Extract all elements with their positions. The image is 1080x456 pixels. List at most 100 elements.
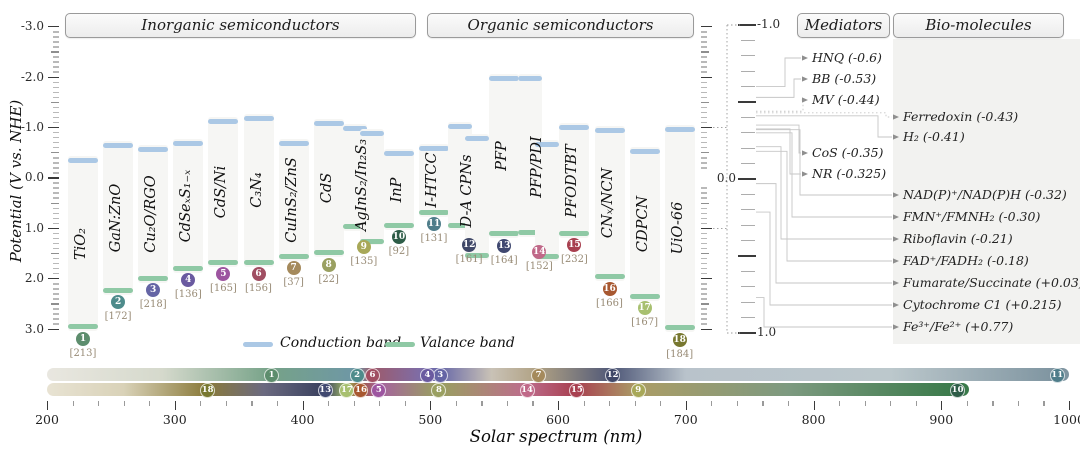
material-column-body — [173, 138, 204, 273]
axis-tick-label: 1.0 — [24, 220, 44, 235]
conduction-band-bar — [313, 121, 344, 127]
spectrum-axis-tick — [762, 401, 764, 406]
axis-tick — [53, 232, 59, 235]
material-reference: [156] — [245, 283, 272, 295]
axis-tick — [701, 328, 712, 330]
material-number-badge: 9 — [356, 239, 371, 254]
axis-tick — [51, 51, 59, 53]
mediator-label: CoS (-0.35) — [812, 145, 884, 160]
axis-tick — [701, 298, 707, 300]
spectrum-marker: 13 — [317, 383, 333, 398]
right-axis-tick — [741, 193, 755, 196]
material-label: C₃N₄ — [248, 172, 265, 209]
axis-tick — [53, 31, 59, 33]
spectrum-axis-tick — [98, 401, 100, 406]
material-column-body — [559, 123, 590, 238]
spectrum-axis-tick — [966, 401, 968, 406]
axis-tick — [53, 131, 59, 134]
axis-tick — [48, 126, 59, 129]
mediators-header: Mediators — [797, 13, 890, 38]
connector-line — [756, 57, 801, 88]
axis-tick — [53, 61, 59, 63]
material-reference: [232] — [560, 254, 588, 266]
conduction-band-legend-swatch — [243, 342, 273, 347]
right-axis-tick — [741, 39, 755, 42]
connector-line — [756, 128, 801, 175]
material-reference: [164] — [490, 254, 518, 266]
axis-tick — [701, 242, 707, 245]
axis-tick-label: -2.0 — [20, 69, 44, 84]
axis-tick — [701, 257, 707, 260]
material-label: CdS — [318, 172, 335, 204]
spectrum-axis-tick — [609, 401, 611, 406]
axis-tick — [53, 217, 59, 219]
axis-tick-label: -1.0 — [20, 119, 44, 134]
right-axis-tick — [741, 209, 755, 211]
conduction-band-bar — [68, 157, 98, 163]
axis-tick — [701, 136, 707, 139]
right-axis-tick — [741, 85, 755, 88]
axis-tick — [48, 278, 59, 280]
material-number-badge: 10 — [391, 230, 406, 245]
valence-band-bar — [629, 293, 660, 299]
axis-tick — [53, 318, 59, 320]
axis-tick — [701, 202, 709, 204]
axis-tick — [701, 247, 707, 250]
material-reference: [136] — [174, 289, 202, 301]
axis-tick — [53, 121, 59, 124]
valence-band-bar — [489, 231, 520, 237]
axis-tick — [53, 56, 59, 58]
valence-band-bar — [448, 222, 473, 228]
axis-tick — [701, 192, 707, 194]
spectrum-axis-tick — [455, 401, 457, 406]
conduction-band-bar — [419, 145, 449, 151]
right-axis-tick — [741, 301, 755, 303]
material-reference: [172] — [104, 311, 132, 323]
valence-band-bar — [173, 265, 204, 271]
spectrum-axis-tick — [47, 401, 49, 410]
material-column-body — [278, 139, 309, 261]
spectrum-axis-tick — [251, 401, 253, 406]
spectrum-axis-tick-label: 400 — [290, 412, 315, 427]
spectrum-marker: 9 — [630, 383, 646, 398]
axis-tick — [53, 162, 59, 164]
connector-line — [756, 124, 801, 154]
material-label: CuInS₂/ZnS — [283, 157, 300, 243]
axis-tick — [701, 237, 707, 240]
spectrum-marker: 14 — [519, 383, 535, 398]
axis-tick — [701, 31, 707, 33]
axis-tick — [53, 142, 59, 144]
connector-line — [756, 183, 892, 284]
spectrum-axis-tick — [506, 401, 509, 406]
axis-tick — [51, 303, 59, 305]
axis-tick — [701, 278, 712, 280]
spectrum-marker: 5 — [371, 383, 387, 398]
axis-tick — [701, 217, 707, 219]
conduction-band-bar — [489, 76, 520, 82]
axis-tick — [53, 237, 59, 240]
connector-line — [756, 112, 892, 118]
axis-tick — [53, 288, 59, 290]
material-label: TiO₂ — [73, 227, 89, 260]
material-number-badge: 3 — [146, 283, 161, 298]
spectrum-axis-tick — [532, 401, 534, 406]
spectrum-axis-tick — [736, 401, 739, 406]
axis-tick — [53, 207, 59, 209]
material-column-body — [489, 74, 520, 239]
spectrum-marker: 18 — [200, 383, 216, 398]
spectrum-axis-tick — [558, 401, 560, 410]
axis-tick — [701, 273, 707, 275]
axis-tick — [48, 328, 59, 330]
spectrum-axis-tick-label: 300 — [162, 412, 187, 427]
axis-tick — [53, 157, 59, 159]
axis-tick — [701, 61, 707, 63]
spectrum-axis-tick — [404, 401, 406, 406]
spectrum-axis-tick — [149, 401, 151, 406]
axis-tick — [53, 106, 59, 109]
material-reference: [166] — [596, 297, 623, 309]
spectrum-marker: 6 — [364, 368, 380, 383]
conduction-band-bar — [629, 149, 660, 155]
axis-tick — [53, 313, 59, 315]
axis-tick — [53, 283, 59, 285]
axis-tick — [48, 26, 59, 28]
